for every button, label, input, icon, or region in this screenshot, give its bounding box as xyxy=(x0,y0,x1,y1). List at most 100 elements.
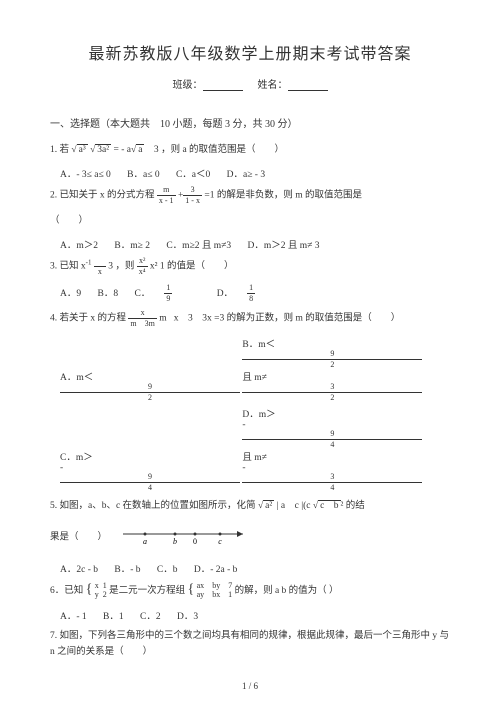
question-2: 2. 已知关于 x 的分式方程 mx - 1 +31 - x =1 的解是非负数… xyxy=(50,186,450,205)
sqrt-3a2: 3a² xyxy=(90,142,111,158)
q3-Dt: D． xyxy=(217,285,233,299)
q6-sys2: ax by 7ay bx 1 xyxy=(197,581,233,600)
q4Dn: 9 xyxy=(242,430,422,440)
q4Bd: 2 xyxy=(242,360,422,369)
q4Bd2: 2 xyxy=(242,393,422,402)
q3Dn: 1 xyxy=(247,284,255,294)
q3-f2d: x⁴ xyxy=(137,267,148,276)
q67: 7 xyxy=(228,581,232,590)
q4Cf: 94 xyxy=(60,473,240,492)
q2-D: D．m＞2 且 m≠ 3 xyxy=(248,237,320,251)
question-1: 1. 若 a³ 3a² = - aa 3 ，则 a 的取值范围是（ ） xyxy=(50,142,450,158)
q4-options: A．m＜92 B．m＜92 且 m≠32 C．m＞- 94 D．m＞- 94 且… xyxy=(60,336,450,492)
name-label: 姓名： xyxy=(258,80,288,91)
q4An: 9 xyxy=(60,383,240,393)
q6sb: 是二元一次方程组 xyxy=(109,585,185,595)
brace1: { xyxy=(86,586,93,594)
frac-d1x: 1 - x xyxy=(183,196,202,205)
class-blank xyxy=(203,81,243,91)
q4-f1: xm 3m xyxy=(128,309,156,328)
q6sc: 的解，则 a xyxy=(235,585,280,595)
nl-c: c xyxy=(219,537,223,546)
q4Ad: 2 xyxy=(60,393,240,402)
q1-options: A．- 3≤ a≤ 0 B．a≤ 0 C．a＜0 D．a≥ - 3 xyxy=(60,166,450,180)
q4Df2: 34 xyxy=(242,473,422,492)
q4At: A．m＜ xyxy=(60,369,240,383)
q4-B: B．m＜92 且 m≠32 xyxy=(242,336,422,402)
q3-Cf: 19 xyxy=(164,284,186,303)
q6-B: B．1 xyxy=(103,608,124,622)
q5-rad2: c b xyxy=(313,498,341,514)
q3-D: D． 18 xyxy=(217,284,283,303)
q3Cn: 1 xyxy=(164,284,172,294)
q4Dd2: 4 xyxy=(242,483,422,492)
q4Bt: B．m＜ xyxy=(242,336,422,350)
q2-paren: （ ） xyxy=(50,213,450,229)
q6-D: D．3 xyxy=(177,608,198,622)
q3-stem-b: ，则 xyxy=(115,262,134,272)
q4Ct: C．m＞ xyxy=(60,449,240,463)
q1-C: C．a＜0 xyxy=(176,166,210,180)
question-5: 5. 如图，a、b、c 在数轴上的位置如图所示，化简 a² | a c |(c … xyxy=(50,498,450,514)
q2-B: B．m≥ 2 xyxy=(114,237,150,251)
q1-B: B．a≤ 0 xyxy=(127,166,159,180)
q3-f2n: x² xyxy=(137,257,148,267)
q4-A: A．m＜92 xyxy=(60,369,240,402)
q4f1d: m 3m xyxy=(128,319,156,328)
q3-options: A．9 B．8 C．19 D．18 xyxy=(60,284,450,303)
q3-C: C． 19 xyxy=(134,284,200,303)
q4f1n: x xyxy=(128,309,156,319)
q1-A: A．- 3≤ a≤ 0 xyxy=(60,166,111,180)
sqrt-a3: a³ xyxy=(71,142,87,158)
page-number: 1 / 6 xyxy=(0,681,500,691)
q6-A: A．- 1 xyxy=(60,608,87,622)
q6ax: ax xyxy=(197,581,205,590)
frac-d: x - 1 xyxy=(157,196,176,205)
q6by: by xyxy=(212,581,220,590)
subtitle: 班级： 姓名： xyxy=(50,76,450,91)
q3Cd: 9 xyxy=(164,294,172,303)
q4Dd: 4 xyxy=(242,440,422,449)
q3-Df: 18 xyxy=(247,284,269,303)
q4-C: C．m＞- 94 xyxy=(60,449,240,492)
q5-B: B．- b xyxy=(114,561,140,575)
sqrt-a: a xyxy=(131,142,144,158)
q4Bex: 且 m≠ xyxy=(242,369,422,383)
name-blank xyxy=(288,81,328,91)
numline-svg: a b 0 c xyxy=(115,522,255,546)
q5-rad1: a² xyxy=(258,498,274,514)
q6-options: A．- 1 B．1 C．2 D．3 xyxy=(60,608,450,622)
q4Cn: 9 xyxy=(60,473,240,483)
q2-stem-a: 2. 已知关于 x 的分式方程 xyxy=(50,191,155,201)
q6bx: bx xyxy=(212,590,220,599)
q4Bf2: 32 xyxy=(242,383,422,402)
q3-f2: x²x⁴ xyxy=(137,257,148,276)
section-heading: 一、选择题（本大题共 10 小题，每题 3 分，共 30 分） xyxy=(50,115,450,130)
q3-Ct: C． xyxy=(134,285,150,299)
question-4: 4. 若关于 x 的方程 xm 3m m x 3 3x =3 的解为正数，则 m… xyxy=(50,309,450,328)
q5r2: c b xyxy=(318,500,340,511)
class-label: 班级： xyxy=(173,80,203,91)
q4-stem-a: 4. 若关于 x 的方程 xyxy=(50,314,126,324)
q2-options: A．m＞2 B．m≥ 2 C．m≥2 且 m≠3 D．m＞2 且 m≠ 3 xyxy=(60,237,450,251)
q5-stem-c: 果是（ ） xyxy=(50,533,107,543)
q5-stem-b: 的结 xyxy=(346,501,365,511)
q1-stem-b: ，则 a 的取值范围是（ ） xyxy=(161,145,284,155)
q4Bf: 92 xyxy=(242,350,422,369)
number-line: a b 0 c xyxy=(115,522,255,552)
q4Dex: 且 m≠ xyxy=(242,449,422,463)
q4Cd: 4 xyxy=(60,483,240,492)
q4Dt: D．m＞ xyxy=(242,406,422,420)
q3-f1: x xyxy=(94,257,106,276)
q3Dd: 8 xyxy=(247,294,255,303)
q4-stem-b: =3 的解为正数，则 m 的取值范围是（ ） xyxy=(214,314,400,324)
q3-B: B．8 xyxy=(98,285,119,299)
q3-stem-a: 3. 已知 xyxy=(50,262,79,272)
q5-line2: 果是（ ） a b 0 c xyxy=(50,522,450,552)
q3-A: A．9 xyxy=(60,285,81,299)
frac-n: m xyxy=(157,186,176,196)
q6se: ） xyxy=(329,585,339,595)
q5r1: a² xyxy=(263,500,274,511)
q1-rad-a3: a³ xyxy=(77,144,88,155)
q2-C: C．m≥2 且 m≠3 xyxy=(166,237,231,251)
